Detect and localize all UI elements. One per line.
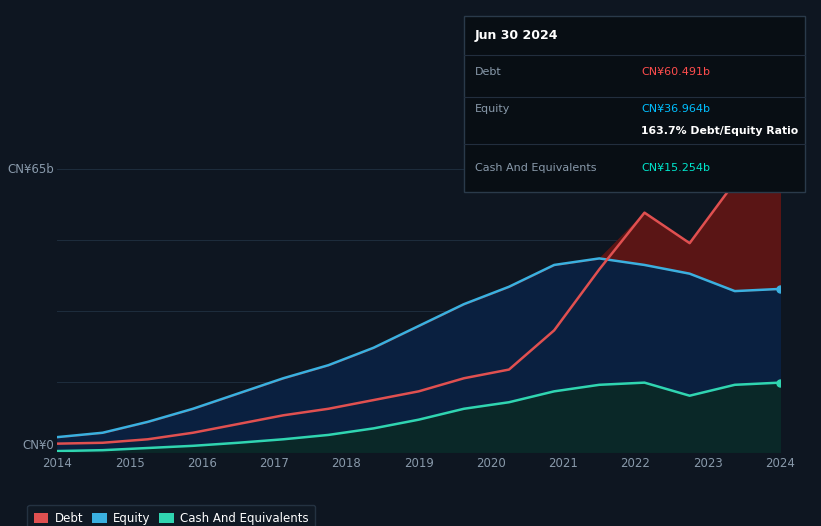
Point [773,378,787,387]
Text: CN¥0: CN¥0 [22,439,54,452]
Text: CN¥36.964b: CN¥36.964b [641,104,710,114]
Text: CN¥15.254b: CN¥15.254b [641,163,710,173]
Text: 163.7% Debt/Equity Ratio: 163.7% Debt/Equity Ratio [641,126,798,136]
Point [773,165,787,173]
Text: CN¥60.491b: CN¥60.491b [641,67,710,77]
Text: Equity: Equity [475,104,510,114]
Point [773,285,787,293]
Legend: Debt, Equity, Cash And Equivalents: Debt, Equity, Cash And Equivalents [27,505,315,526]
Text: CN¥65b: CN¥65b [7,163,54,176]
Text: Debt: Debt [475,67,502,77]
Text: Cash And Equivalents: Cash And Equivalents [475,163,596,173]
Text: Jun 30 2024: Jun 30 2024 [475,29,558,42]
